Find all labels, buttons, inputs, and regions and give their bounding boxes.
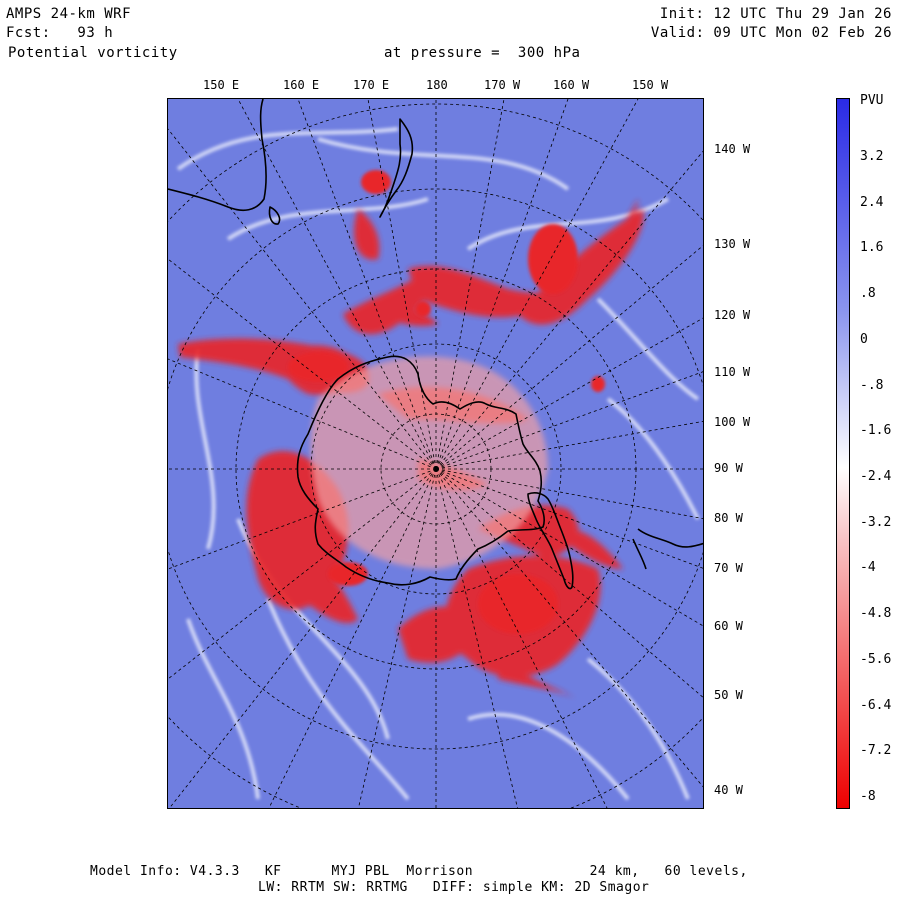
colorbar-tick-label: 3.2: [860, 149, 884, 164]
pv-filaments: [176, 127, 700, 801]
init-time: Init: 12 UTC Thu 29 Jan 26: [659, 6, 892, 22]
lon-label-90w: 90 W: [714, 461, 743, 475]
antarctica-coast: [296, 355, 545, 586]
lon-label-60w: 60 W: [714, 619, 743, 633]
colorbar-tick-label: 2.4: [860, 194, 884, 210]
tasmania-coast: [268, 206, 281, 225]
pv-map-graphic: [168, 99, 703, 808]
pv-map: [167, 98, 704, 809]
lon-label-40w: 40 W: [714, 783, 743, 797]
colorbar-tick-label: -7.2: [860, 743, 892, 759]
lon-label-100w: 100 W: [714, 415, 751, 429]
colorbar-unit: PVU: [860, 93, 884, 108]
colorbar-tick-label: -.8: [860, 377, 884, 393]
colorbar-tick-label: -4.8: [860, 606, 892, 622]
south-america-tip-coast: [632, 538, 647, 570]
valid-time: Valid: 09 UTC Mon 02 Feb 26: [650, 25, 892, 41]
lon-label-150w: 150 W: [632, 78, 669, 92]
lon-label-120w: 120 W: [714, 308, 751, 322]
lon-label-150e: 150 E: [203, 78, 240, 92]
continent-pv-area: [310, 356, 548, 569]
pv-colorbar: [836, 98, 850, 809]
lon-label-130w: 130 W: [714, 237, 751, 251]
lon-label-140w: 140 W: [714, 142, 751, 156]
lon-label-170w: 170 W: [484, 78, 521, 92]
model-info-line1: Model Info: V4.3.3 KF MYJ PBL Morrison 2…: [90, 864, 748, 879]
lon-label-170e: 170 E: [353, 78, 390, 92]
colorbar-tick-label: -3.2: [860, 514, 892, 530]
lon-label-50w: 50 W: [714, 688, 743, 702]
south-america-coast: [637, 528, 703, 548]
colorbar-tick-label: .8: [860, 286, 876, 302]
lon-label-70w: 70 W: [714, 561, 743, 575]
lon-label-160e: 160 E: [283, 78, 320, 92]
lon-label-160w: 160 W: [553, 78, 590, 92]
intense-negative-pv-cores: [288, 170, 605, 634]
colorbar-tick-label: 1.6: [860, 240, 884, 256]
model-title: AMPS 24-km WRF: [6, 6, 132, 22]
pressure-level: at pressure = 300 hPa: [384, 45, 581, 61]
colorbar-tick-label: -1.6: [860, 423, 892, 439]
colorbar-tick-label: 0: [860, 331, 868, 347]
field-name: Potential vorticity: [8, 45, 178, 61]
coastlines: [168, 99, 703, 590]
colorbar-tick-label: -5.6: [860, 651, 892, 667]
colorbar-tick-label: -2.4: [860, 469, 892, 484]
forecast-hour: Fcst: 93 h: [6, 25, 114, 41]
colorbar-tick-label: -8: [860, 789, 876, 804]
lon-label-180: 180: [426, 78, 448, 92]
lon-label-80w: 80 W: [714, 511, 743, 525]
new-zealand-coast: [379, 118, 414, 218]
australia-coast: [168, 99, 267, 212]
lon-label-110w: 110 W: [714, 365, 751, 379]
colorbar-tick-label: -4: [860, 560, 876, 576]
antarctic-peninsula-coast: [527, 492, 574, 590]
colorbar-tick-label: -6.4: [860, 697, 892, 713]
longitude-meridians: [168, 99, 703, 808]
model-info-line2: LW: RRTM SW: RRTMG DIFF: simple KM: 2D S…: [258, 880, 650, 895]
